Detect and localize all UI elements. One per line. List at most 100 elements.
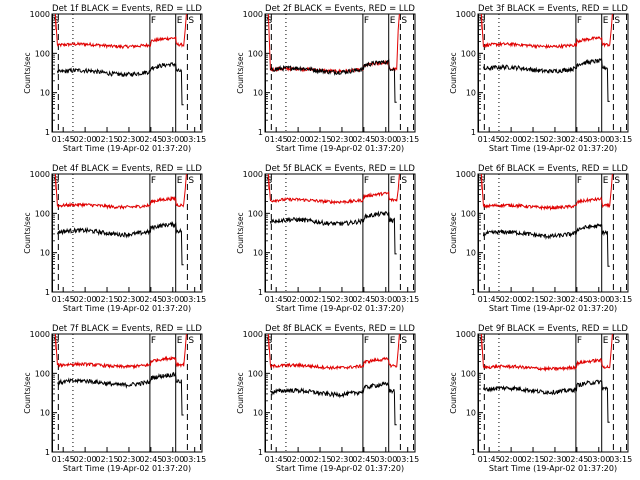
marker-label: S bbox=[53, 16, 59, 26]
y-tick-label: 1 bbox=[45, 448, 50, 457]
panel-title: Det 4f BLACK = Events, RED = LLD bbox=[52, 164, 202, 174]
events-series-line bbox=[269, 381, 397, 426]
y-tick-label: 1 bbox=[471, 288, 476, 297]
x-tick-label: 02:15 bbox=[309, 295, 332, 304]
y-axis-label: Counts/sec bbox=[449, 372, 458, 413]
lld-series-line bbox=[267, 333, 400, 371]
y-tick-label: 1 bbox=[471, 128, 476, 137]
plot-frame bbox=[477, 173, 629, 293]
marker-label: E bbox=[390, 336, 396, 346]
y-tick-label: 1000 bbox=[243, 10, 263, 19]
events-series-line bbox=[482, 58, 610, 102]
x-axis-label: Start Time (19-Apr-02 01:37:20) bbox=[63, 144, 191, 153]
x-tick-label: 02:15 bbox=[96, 455, 119, 464]
marker-label: F bbox=[577, 336, 582, 346]
y-tick-label: 1000 bbox=[30, 330, 50, 339]
y-tick-label: 100 bbox=[461, 209, 476, 218]
x-tick-label: 03:15 bbox=[609, 295, 632, 304]
x-tick-label: 02:00 bbox=[500, 455, 523, 464]
y-tick-label: 100 bbox=[461, 49, 476, 58]
x-tick-label: 02:30 bbox=[330, 295, 353, 304]
x-axis-label: Start Time (19-Apr-02 01:37:20) bbox=[276, 464, 404, 473]
marker-label: S bbox=[266, 16, 272, 26]
plot-frame bbox=[264, 173, 416, 293]
x-tick-label: 03:00 bbox=[587, 455, 610, 464]
x-tick-label: 02:15 bbox=[522, 135, 545, 144]
events-series-line bbox=[57, 371, 184, 416]
events-series-line bbox=[269, 210, 397, 255]
marker-label: F bbox=[151, 176, 156, 186]
panel-det-9f: Det 9f BLACK = Events, RED = LLD 1 10 100 10… bbox=[449, 324, 632, 473]
panel-det-5f: Det 5f BLACK = Events, RED = LLD 1 10 100 10… bbox=[236, 164, 419, 313]
x-tick-label: 02:45 bbox=[565, 455, 588, 464]
marker-label: S bbox=[479, 16, 485, 26]
lld-series-line bbox=[267, 13, 400, 74]
x-tick-label: 02:00 bbox=[74, 295, 97, 304]
lld-series-line bbox=[54, 13, 187, 50]
marker-label: S bbox=[401, 176, 407, 186]
y-axis-label: Counts/sec bbox=[236, 372, 245, 413]
marker-label: F bbox=[151, 336, 156, 346]
x-tick-label: 02:00 bbox=[287, 135, 310, 144]
y-tick-label: 100 bbox=[248, 49, 263, 58]
x-tick-label: 03:00 bbox=[374, 135, 397, 144]
x-tick-label: 02:45 bbox=[565, 295, 588, 304]
marker-label: S bbox=[188, 16, 194, 26]
events-series-line bbox=[482, 223, 610, 267]
y-axis-label: Counts/sec bbox=[23, 52, 32, 93]
x-tick-label: 02:45 bbox=[139, 295, 162, 304]
y-tick-label: 100 bbox=[35, 369, 50, 378]
marker-label: S bbox=[266, 176, 272, 186]
marker-label: F bbox=[151, 16, 156, 26]
y-tick-label: 10 bbox=[253, 249, 263, 258]
y-tick-label: 1000 bbox=[456, 170, 476, 179]
marker-label: S bbox=[614, 336, 620, 346]
panel-det-1f: Det 1f BLACK = Events, RED = LLD 1 10 100 10… bbox=[23, 4, 206, 153]
x-tick-label: 03:15 bbox=[183, 455, 206, 464]
x-tick-label: 01:45 bbox=[52, 455, 75, 464]
x-tick-label: 03:15 bbox=[183, 135, 206, 144]
y-tick-label: 1000 bbox=[30, 10, 50, 19]
marker-label: E bbox=[177, 16, 183, 26]
x-tick-label: 01:45 bbox=[265, 455, 288, 464]
x-tick-label: 02:45 bbox=[139, 135, 162, 144]
panel-title: Det 5f BLACK = Events, RED = LLD bbox=[265, 164, 415, 174]
y-axis-label: Counts/sec bbox=[23, 372, 32, 413]
x-tick-label: 01:45 bbox=[52, 295, 75, 304]
x-tick-label: 02:00 bbox=[500, 295, 523, 304]
y-tick-label: 10 bbox=[466, 409, 476, 418]
panel-title: Det 3f BLACK = Events, RED = LLD bbox=[478, 4, 628, 14]
x-tick-label: 01:45 bbox=[478, 135, 501, 144]
marker-label: E bbox=[603, 16, 609, 26]
y-tick-label: 1000 bbox=[30, 170, 50, 179]
x-axis-label: Start Time (19-Apr-02 01:37:20) bbox=[489, 144, 617, 153]
panel-det-2f: Det 2f BLACK = Events, RED = LLD 1 10 100 10… bbox=[236, 4, 419, 153]
marker-label: S bbox=[479, 336, 485, 346]
plot-frame bbox=[51, 333, 203, 453]
panel-title: Det 9f BLACK = Events, RED = LLD bbox=[478, 324, 628, 334]
y-tick-label: 1 bbox=[258, 448, 263, 457]
y-tick-label: 1000 bbox=[243, 170, 263, 179]
y-tick-label: 1000 bbox=[456, 10, 476, 19]
x-axis-label: Start Time (19-Apr-02 01:37:20) bbox=[63, 304, 191, 313]
x-tick-label: 03:15 bbox=[396, 295, 419, 304]
x-axis-label: Start Time (19-Apr-02 01:37:20) bbox=[276, 304, 404, 313]
y-tick-label: 100 bbox=[248, 369, 263, 378]
lld-series-line bbox=[267, 173, 400, 206]
plot-frame bbox=[264, 13, 416, 133]
marker-label: S bbox=[614, 16, 620, 26]
x-tick-label: 02:15 bbox=[96, 295, 119, 304]
marker-label: E bbox=[177, 176, 183, 186]
y-tick-label: 10 bbox=[466, 249, 476, 258]
x-tick-label: 03:00 bbox=[587, 295, 610, 304]
marker-label: S bbox=[188, 336, 194, 346]
y-axis-label: Counts/sec bbox=[23, 212, 32, 253]
panel-det-6f: Det 6f BLACK = Events, RED = LLD 1 10 100 10… bbox=[449, 164, 632, 313]
y-tick-label: 10 bbox=[253, 409, 263, 418]
panel-det-8f: Det 8f BLACK = Events, RED = LLD 1 10 100 10… bbox=[236, 324, 419, 473]
x-tick-label: 02:45 bbox=[139, 455, 162, 464]
x-tick-label: 02:15 bbox=[96, 135, 119, 144]
x-tick-label: 02:00 bbox=[287, 295, 310, 304]
x-tick-label: 03:15 bbox=[609, 135, 632, 144]
